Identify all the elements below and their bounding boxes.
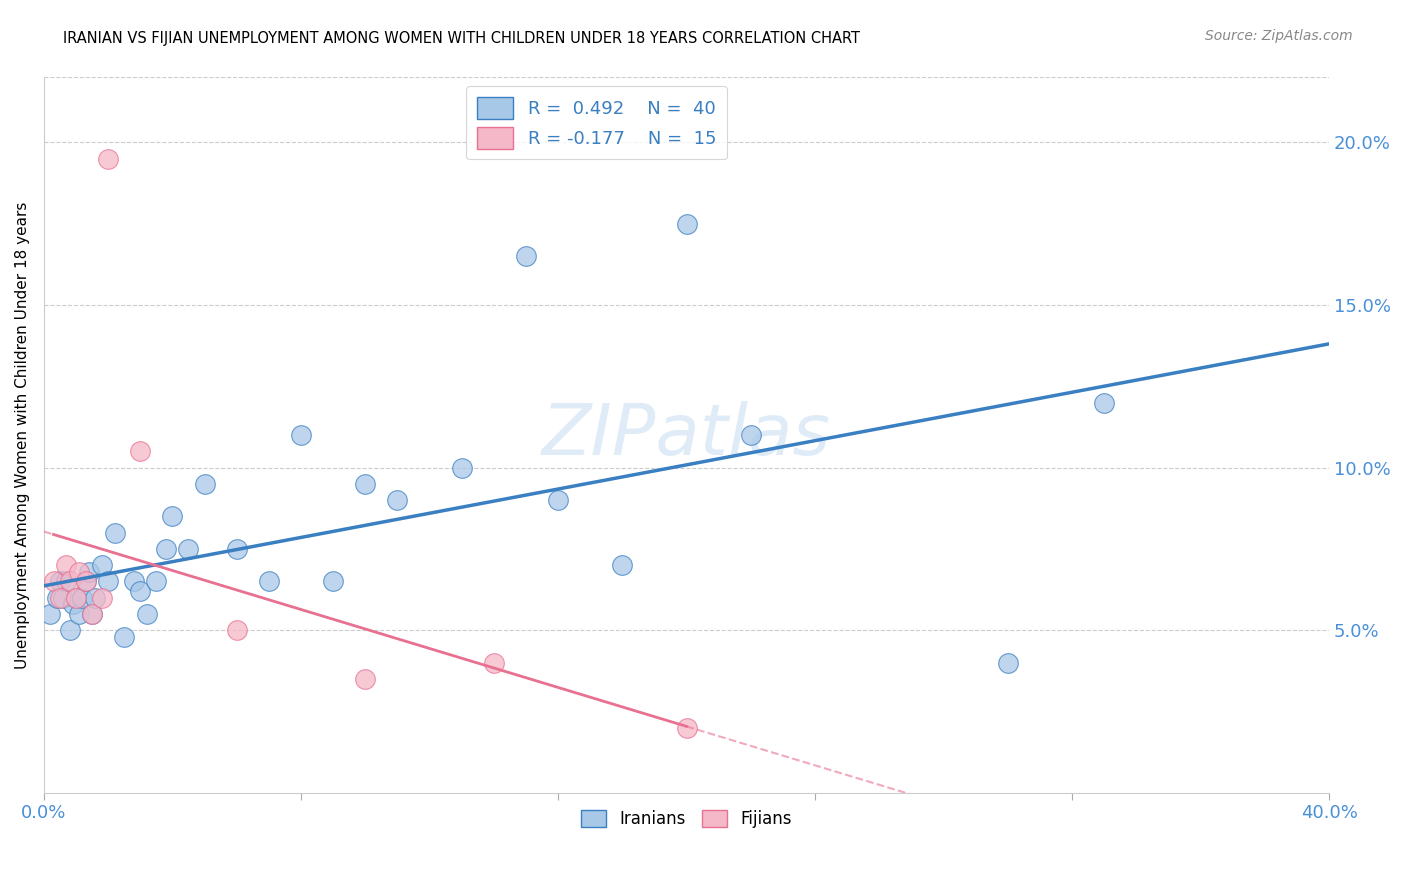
Point [72,591,94,605]
Point [39,607,62,621]
Point [997,656,1019,670]
Point [155,541,177,556]
Point [482,656,505,670]
Point [122,574,145,589]
Point [612,558,634,573]
Point [112,630,135,644]
Point [58,623,80,637]
Point [290,428,312,442]
Point [225,541,247,556]
Point [80,607,103,621]
Point [62,597,84,611]
Point [65,591,87,605]
Point [129,584,152,599]
Point [387,493,409,508]
Point [135,607,157,621]
Point [322,574,344,589]
Point [1092,395,1115,409]
Point [162,509,184,524]
Point [103,525,125,540]
Point [129,444,152,458]
Point [75,574,97,589]
Point [52,591,75,605]
Point [97,574,120,589]
Point [257,574,280,589]
Point [90,591,112,605]
Point [193,476,215,491]
Text: Source: ZipAtlas.com: Source: ZipAtlas.com [1205,29,1353,43]
Point [740,428,762,442]
Point [80,607,103,621]
Point [97,152,120,166]
Point [42,574,65,589]
Legend: Iranians, Fijians: Iranians, Fijians [574,803,799,834]
Point [354,672,377,686]
Text: IRANIAN VS FIJIAN UNEMPLOYMENT AMONG WOMEN WITH CHILDREN UNDER 18 YEARS CORRELAT: IRANIAN VS FIJIAN UNEMPLOYMENT AMONG WOM… [63,31,860,46]
Y-axis label: Unemployment Among Women with Children Under 18 years: Unemployment Among Women with Children U… [15,202,30,669]
Point [675,217,697,231]
Point [354,476,377,491]
Point [675,721,697,735]
Point [58,574,80,589]
Point [77,565,100,579]
Text: ZIPatlas: ZIPatlas [543,401,831,469]
Point [49,574,72,589]
Point [547,493,569,508]
Point [49,591,72,605]
Point [90,558,112,573]
Point [55,558,77,573]
Point [84,591,107,605]
Point [55,574,77,589]
Point [75,574,97,589]
Point [65,591,87,605]
Point [67,565,90,579]
Point [450,460,472,475]
Point [177,541,200,556]
Point [67,607,90,621]
Point [145,574,167,589]
Point [45,591,67,605]
Point [225,623,247,637]
Point [515,249,537,263]
